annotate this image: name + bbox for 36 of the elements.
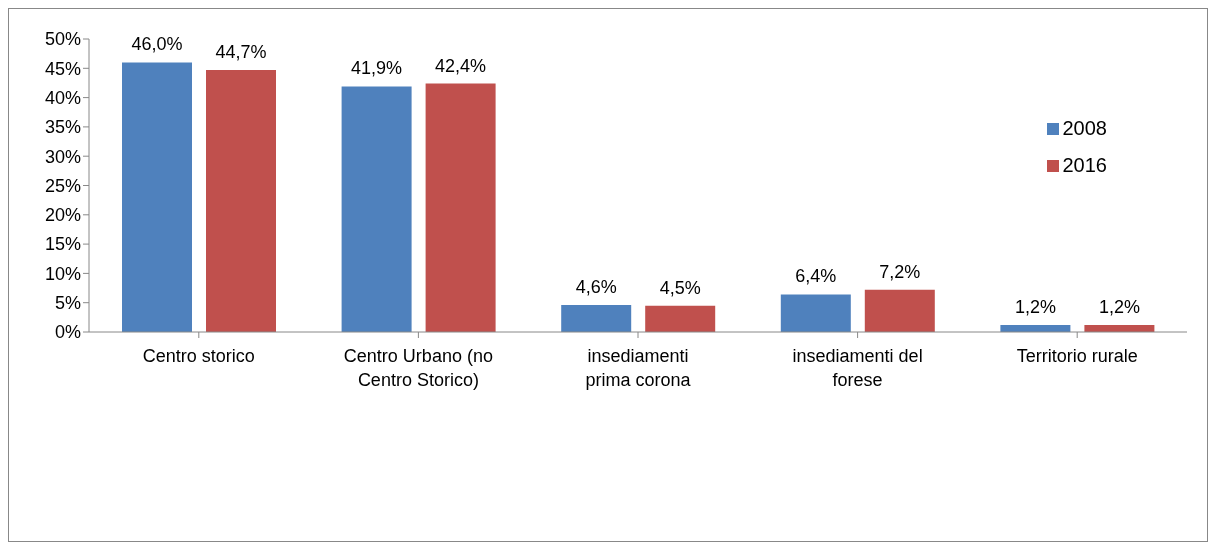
bar (864, 289, 935, 332)
x-tick-label: Centro Urbano (no Centro Storico) (343, 346, 493, 390)
x-tick-label: Territorio rurale (1016, 346, 1138, 366)
y-tick-label: 20% (44, 205, 81, 226)
data-label: 7,2% (879, 261, 921, 282)
x-tick-label: insediamenti del forese (792, 346, 923, 390)
y-tick-label: 50% (44, 29, 81, 50)
y-tick-label: 35% (44, 117, 81, 138)
data-label: 1,2% (1014, 296, 1056, 317)
bar (780, 294, 851, 332)
y-tick-label: 15% (44, 234, 81, 255)
y-tick-label: 45% (44, 58, 81, 79)
y-tick-label: 25% (44, 175, 81, 196)
data-label: 4,5% (659, 277, 701, 298)
data-label: 46,0% (131, 34, 183, 55)
y-tick-label: 0% (54, 322, 81, 343)
y-tick-label: 40% (44, 87, 81, 108)
legend-label: 2008 (1062, 117, 1107, 140)
data-label: 41,9% (351, 58, 403, 79)
data-label: 44,7% (215, 42, 267, 63)
data-label: 1,2% (1098, 296, 1140, 317)
bar (341, 86, 412, 332)
x-tick-label: Centro storico (142, 346, 255, 366)
data-label: 6,4% (795, 266, 837, 287)
bar (561, 305, 632, 332)
bar (425, 83, 496, 332)
data-label: 4,6% (575, 277, 617, 298)
legend-label: 2016 (1062, 154, 1107, 177)
bar (206, 70, 276, 332)
x-tick-label: insediamenti prima corona (585, 346, 692, 390)
y-tick-label: 5% (54, 293, 81, 314)
bar (645, 305, 716, 332)
y-tick-label: 30% (44, 146, 81, 167)
y-tick-label: 10% (44, 263, 81, 284)
data-label: 42,4% (435, 55, 487, 76)
bar (122, 62, 192, 332)
